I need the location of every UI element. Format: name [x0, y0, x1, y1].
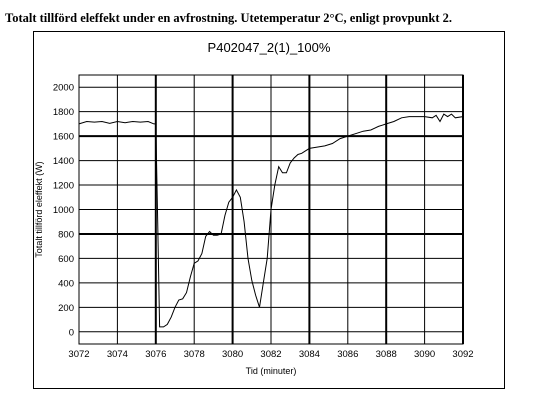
- x-tick-label: 3076: [145, 349, 166, 360]
- x-tick-label: 3078: [184, 349, 205, 360]
- y-tick-label: 1600: [53, 132, 74, 143]
- y-tick-label: 1000: [53, 205, 74, 216]
- y-tick-label: 400: [58, 278, 74, 289]
- y-tick-labels: 0 200 400 600 800 1000 1200 1400 1600 1800 2000: [53, 83, 74, 339]
- x-tick-label: 3082: [260, 349, 281, 360]
- y-tick-label: 800: [58, 229, 74, 240]
- x-tick-label: 3092: [452, 349, 473, 360]
- x-axis-label: Tid (minuter): [246, 366, 297, 376]
- y-tick-label: 0: [69, 327, 74, 338]
- x-tick-label: 3088: [376, 349, 397, 360]
- chart-title: P402047_2(1)_100%: [208, 40, 331, 55]
- y-tick-label: 2000: [53, 83, 74, 94]
- y-tick-label: 200: [58, 303, 74, 314]
- series-line: [78, 113, 464, 328]
- y-tick-label: 1800: [53, 107, 74, 118]
- plot-area-border: [78, 74, 464, 345]
- y-axis-label: Totalt tillförd eleffekt (W): [34, 161, 44, 257]
- y-tick-label: 600: [58, 254, 74, 265]
- figure-caption: Totalt tillförd eleffekt under en avfros…: [5, 11, 453, 25]
- x-tick-labels: 3072 3074 3076 3078 3080 3082 3084 3086 3088 3090…: [68, 349, 473, 360]
- y-tick-label: 1200: [53, 181, 74, 192]
- x-tick-label: 3090: [414, 349, 435, 360]
- x-tick-label: 3080: [222, 349, 243, 360]
- figure-frame: [33, 31, 505, 389]
- x-tick-label: 3086: [337, 349, 358, 360]
- x-tick-label: 3072: [68, 349, 89, 360]
- y-tick-label: 1400: [53, 156, 74, 167]
- x-tick-label: 3074: [107, 349, 128, 360]
- x-tick-label: 3084: [299, 349, 320, 360]
